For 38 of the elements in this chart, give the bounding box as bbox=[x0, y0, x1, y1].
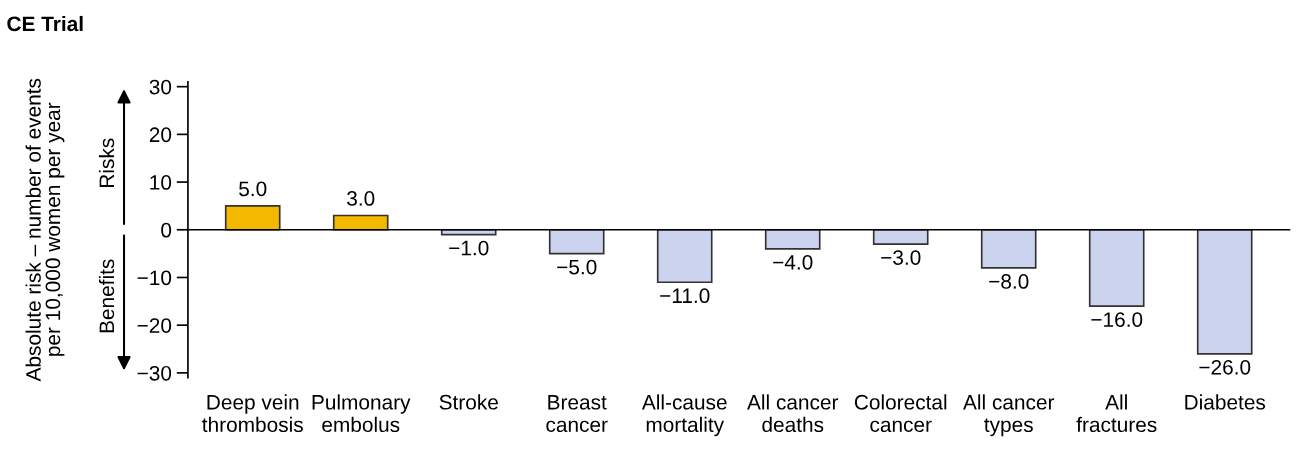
bar bbox=[548, 228, 605, 255]
bar bbox=[224, 205, 281, 231]
data-label: −5.0 bbox=[557, 259, 597, 275]
x-tick-label: All cancer deaths bbox=[747, 394, 839, 433]
x-tick-label: Colorectal cancer bbox=[854, 394, 947, 433]
y-tick-label: −20 bbox=[137, 318, 172, 333]
bar bbox=[980, 228, 1037, 269]
y-tick-label: 10 bbox=[150, 175, 172, 190]
y-tick-label: 30 bbox=[149, 79, 172, 95]
data-label: 3.0 bbox=[347, 191, 375, 206]
x-tick-label: Pulmonary embolus bbox=[312, 394, 411, 433]
y-axis-title: Absolute risk – number of events per 10,000 women per year bbox=[25, 78, 65, 382]
text: Benefits bbox=[98, 259, 115, 333]
y-tick-label: −30 bbox=[137, 365, 172, 381]
data-label: −4.0 bbox=[773, 254, 813, 270]
x-tick-label: All cancer types bbox=[963, 394, 1055, 437]
data-label: −3.0 bbox=[881, 250, 921, 265]
x-tick-label: Deep vein thrombosis bbox=[202, 394, 303, 433]
bar bbox=[656, 228, 713, 284]
data-label: −1.0 bbox=[449, 240, 489, 256]
bar bbox=[1196, 228, 1253, 355]
x-tick-label: All-cause mortality bbox=[641, 394, 727, 437]
x-tick-label: Breast cancer bbox=[546, 395, 608, 433]
x-tick-label: Stroke bbox=[439, 394, 498, 410]
data-label: 5.0 bbox=[239, 181, 267, 197]
data-label: −8.0 bbox=[989, 274, 1029, 289]
y-tick-label: 20 bbox=[149, 127, 172, 143]
x-tick-label: All fractures bbox=[1076, 394, 1157, 433]
y-tick-label: 0 bbox=[161, 222, 172, 238]
data-label: −26.0 bbox=[1199, 359, 1251, 375]
data-label: −16.0 bbox=[1091, 312, 1143, 327]
data-label: −11.0 bbox=[660, 288, 710, 304]
y-tick-label: −10 bbox=[137, 270, 172, 286]
bar bbox=[1088, 228, 1145, 307]
bar bbox=[764, 228, 821, 250]
text: Risks bbox=[98, 138, 115, 187]
chart-title: CE Trial bbox=[7, 15, 83, 32]
x-tick-label: Diabetes bbox=[1185, 394, 1266, 410]
